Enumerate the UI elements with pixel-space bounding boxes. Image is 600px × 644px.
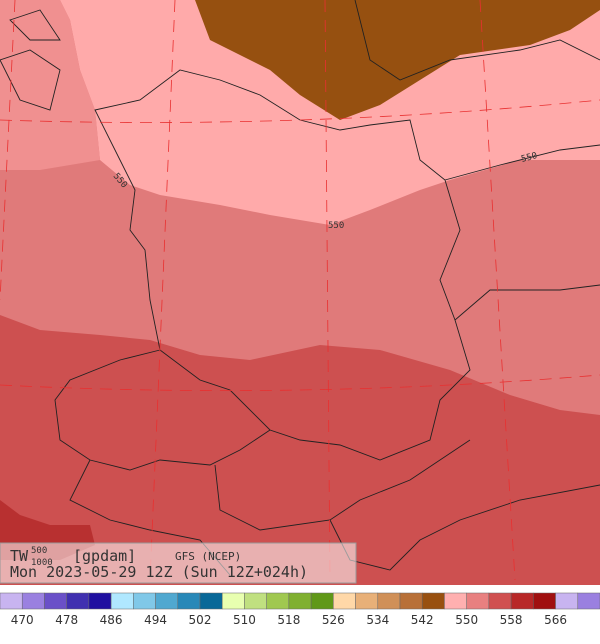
colorbar-swatch	[466, 592, 490, 610]
colorbar-label: 542	[411, 613, 434, 627]
colorbar-label: 470	[11, 613, 34, 627]
field-mid	[0, 0, 100, 170]
title-sub: 1000	[31, 558, 53, 568]
field-dark	[0, 315, 600, 585]
colorbar-swatch	[577, 592, 600, 610]
graticule	[0, 0, 600, 581]
colorbar-swatch	[199, 592, 223, 610]
colorbar-swatch	[0, 592, 23, 610]
title-model: GFS (NCEP)	[175, 550, 241, 563]
contour-label: 550	[328, 221, 344, 231]
field-brown	[195, 0, 600, 120]
colorbar-swatch	[533, 592, 556, 610]
colorbar-swatch	[333, 592, 356, 610]
colorbar-swatch	[310, 592, 334, 610]
colorbar-label: 558	[500, 613, 523, 627]
colorbar-swatch	[555, 592, 579, 610]
colorbar-swatch	[110, 592, 134, 610]
colorbar-swatch	[133, 592, 156, 610]
contour-label: 550	[520, 151, 538, 165]
colorbar-swatch	[44, 592, 67, 610]
colorbar-swatch	[421, 592, 445, 610]
colorbar-label: 534	[366, 613, 389, 627]
legend-box	[0, 542, 357, 584]
colorbar-label: 478	[55, 613, 78, 627]
colorbar-label: 550	[455, 613, 478, 627]
colorbar-label: 566	[544, 613, 567, 627]
colorbar-swatch	[377, 592, 401, 610]
colorbar-label: 510	[233, 613, 256, 627]
colorbar-swatch	[177, 592, 201, 610]
colorbar-swatch	[399, 592, 423, 610]
colorbar-swatch	[66, 592, 90, 610]
title-sup: 500	[31, 546, 47, 556]
colorbar-swatch	[266, 592, 290, 610]
colorbar-swatch	[88, 592, 112, 610]
title-units: [gpdam]	[73, 547, 136, 565]
colorbar-swatch	[21, 592, 45, 610]
title-main: TW	[10, 547, 29, 565]
colorbar-swatch	[244, 592, 267, 610]
colorbar-label: 502	[189, 613, 212, 627]
colorbar-swatch	[155, 592, 179, 610]
colorbar-swatch	[355, 592, 379, 610]
colorbar-swatch	[510, 592, 534, 610]
colorbar: 470 478 486 494 502 510 518 526 534 542 550 558 566	[0, 592, 600, 627]
colorbar-swatch	[288, 592, 312, 610]
colorbar-label: 518	[277, 613, 300, 627]
colorbar-swatch	[221, 592, 245, 610]
colorbar-label: 526	[322, 613, 345, 627]
colorbar-label: 494	[144, 613, 167, 627]
colorbar-swatch	[444, 592, 467, 610]
colorbar-label: 486	[100, 613, 123, 627]
colorbar-swatch	[488, 592, 512, 610]
title-time: Mon 2023-05-29 12Z (Sun 12Z+024h)	[10, 563, 308, 581]
